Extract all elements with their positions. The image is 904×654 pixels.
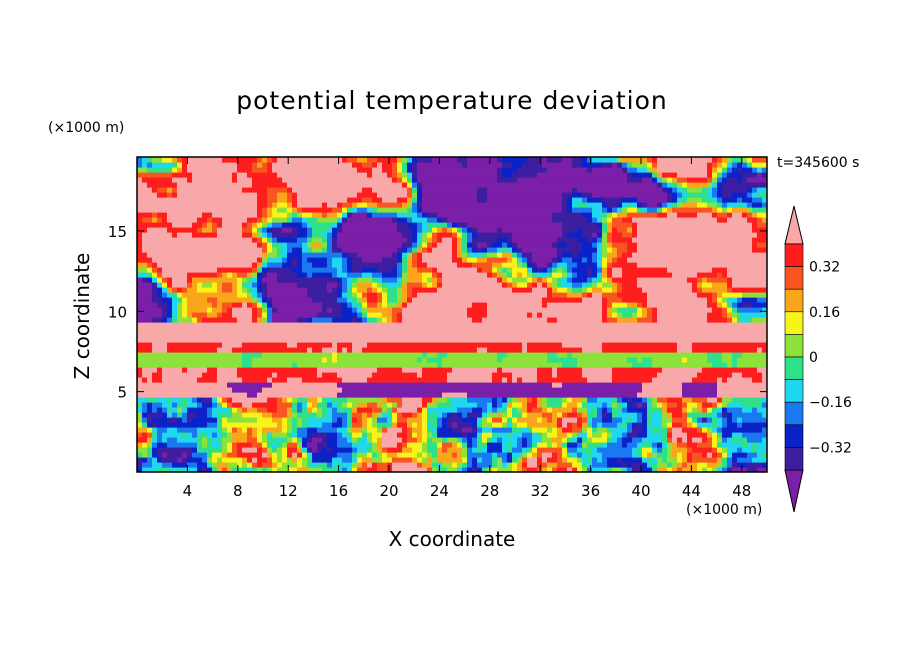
colorbar-tick-label: 0.16 (809, 305, 840, 321)
y-axis-label: Z coordinate (70, 252, 94, 380)
colorbar-box (784, 447, 804, 471)
x-tick-label: 48 (732, 482, 751, 500)
colorbar-box (784, 401, 804, 426)
plot-frame (136, 156, 768, 473)
x-tick-label: 28 (480, 482, 499, 500)
colorbar-box (784, 334, 804, 358)
colorbar-tick-label: 0 (809, 350, 818, 366)
x-tick-label: 4 (183, 482, 193, 500)
colorbar-extend-bottom (784, 469, 804, 513)
colorbar-tick-label: −0.16 (809, 395, 852, 411)
x-tick-label: 16 (329, 482, 348, 500)
y-tick-label: 15 (108, 223, 127, 241)
chart-title: potential temperature deviation (236, 86, 668, 115)
x-tick-label: 36 (581, 482, 600, 500)
colorbar-extend-top (784, 205, 804, 245)
colorbar-box (784, 379, 804, 403)
x-axis-ticks: 4 8 12 16 20 24 28 32 36 40 44 48 (183, 157, 751, 500)
x-axis-unit: (×1000 m) (686, 502, 763, 518)
x-tick-label: 44 (682, 482, 701, 500)
colorbar-box (784, 424, 804, 448)
contour-field (137, 157, 767, 472)
y-tick-label: 10 (108, 303, 127, 321)
colorbar-box (784, 356, 804, 380)
time-annotation: t=345600 s (777, 155, 860, 171)
colorbar-box (784, 288, 804, 313)
x-tick-label: 32 (531, 482, 550, 500)
y-axis-ticks: 5 10 15 (108, 223, 767, 402)
colorbar-box (784, 243, 804, 267)
colorbar-tick-label: 0.32 (809, 260, 840, 276)
colorbar-box (784, 311, 804, 335)
x-tick-label: 20 (379, 482, 398, 500)
x-tick-label: 24 (430, 482, 449, 500)
colorbar: 0.32 0.16 0 −0.16 −0.32 (784, 205, 852, 513)
x-axis-label: X coordinate (388, 527, 516, 551)
x-tick-label: 8 (233, 482, 243, 500)
x-tick-label: 12 (279, 482, 298, 500)
colorbar-box (784, 266, 804, 290)
colorbar-tick-label: −0.32 (809, 440, 852, 456)
y-axis-unit: (×1000 m) (48, 120, 125, 136)
x-tick-label: 40 (631, 482, 650, 500)
y-tick-label: 5 (117, 384, 127, 402)
